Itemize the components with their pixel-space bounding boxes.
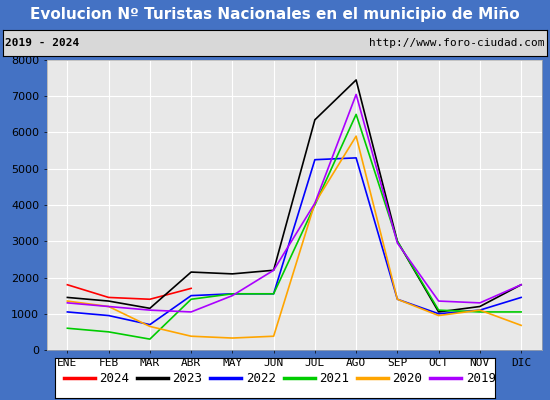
Text: 2024: 2024 xyxy=(99,372,129,384)
Text: http://www.foro-ciudad.com: http://www.foro-ciudad.com xyxy=(369,38,544,48)
Text: 2023: 2023 xyxy=(172,372,202,384)
Text: 2020: 2020 xyxy=(392,372,422,384)
Text: Evolucion Nº Turistas Nacionales en el municipio de Miño: Evolucion Nº Turistas Nacionales en el m… xyxy=(30,8,520,22)
Text: 2021: 2021 xyxy=(319,372,349,384)
Text: 2019: 2019 xyxy=(466,372,496,384)
Text: 2022: 2022 xyxy=(246,372,276,384)
Text: 2019 - 2024: 2019 - 2024 xyxy=(6,38,80,48)
